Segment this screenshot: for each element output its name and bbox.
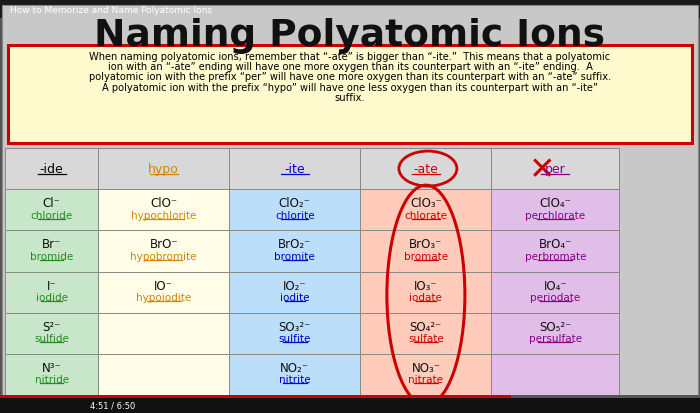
FancyBboxPatch shape [360,190,491,231]
Text: When naming polyatomic ions, remember that “-ate” is bigger than “-ite.”  This m: When naming polyatomic ions, remember th… [90,52,610,62]
FancyBboxPatch shape [491,149,619,190]
Text: -ate: -ate [414,163,438,176]
FancyBboxPatch shape [98,354,230,395]
Text: Br⁻: Br⁻ [42,238,62,251]
Text: NO₂⁻: NO₂⁻ [280,361,309,374]
Text: chlorite: chlorite [275,210,314,220]
FancyBboxPatch shape [0,395,700,398]
FancyBboxPatch shape [491,190,619,231]
Text: -ide: -ide [40,163,64,176]
Text: S²⁻: S²⁻ [43,320,61,333]
Text: sulfate: sulfate [408,333,444,344]
Text: ClO₄⁻: ClO₄⁻ [539,197,571,210]
Text: nitride: nitride [34,375,69,385]
FancyBboxPatch shape [0,395,511,398]
Text: Naming Polyatomic Ions: Naming Polyatomic Ions [94,18,606,54]
FancyBboxPatch shape [230,354,360,395]
FancyBboxPatch shape [230,149,360,190]
FancyBboxPatch shape [98,149,230,190]
Text: IO₃⁻: IO₃⁻ [414,279,438,292]
Text: BrO₄⁻: BrO₄⁻ [538,238,572,251]
FancyBboxPatch shape [491,272,619,313]
Text: iodate: iodate [410,292,442,302]
Text: perbromate: perbromate [524,251,586,261]
FancyBboxPatch shape [2,6,698,397]
Text: N³⁻: N³⁻ [42,361,62,374]
FancyBboxPatch shape [98,313,230,354]
FancyBboxPatch shape [5,313,98,354]
FancyBboxPatch shape [360,149,491,190]
Text: -ite: -ite [284,163,305,176]
FancyBboxPatch shape [360,231,491,272]
FancyBboxPatch shape [360,272,491,313]
Text: IO₂⁻: IO₂⁻ [283,279,307,292]
Text: hypo: hypo [148,163,179,176]
Text: SO₄²⁻: SO₄²⁻ [410,320,442,333]
FancyBboxPatch shape [491,354,619,395]
Text: chloride: chloride [31,210,73,220]
FancyBboxPatch shape [0,0,700,19]
Text: per: per [545,163,566,176]
FancyBboxPatch shape [98,190,230,231]
FancyBboxPatch shape [98,272,230,313]
FancyBboxPatch shape [230,272,360,313]
Text: hypoiodite: hypoiodite [136,292,191,302]
FancyBboxPatch shape [0,395,700,413]
Text: periodate: periodate [530,292,580,302]
FancyBboxPatch shape [230,231,360,272]
Text: SO₃²⁻: SO₃²⁻ [279,320,311,333]
Text: ion with an “-ate” ending will have one more oxygen than its counterpart with an: ion with an “-ate” ending will have one … [108,62,592,72]
Text: sulfide: sulfide [34,333,69,344]
FancyBboxPatch shape [5,354,98,395]
FancyBboxPatch shape [491,313,619,354]
Text: bromide: bromide [30,251,74,261]
Text: Cl⁻: Cl⁻ [43,197,60,210]
Text: SO₅²⁻: SO₅²⁻ [539,320,571,333]
FancyBboxPatch shape [230,190,360,231]
FancyBboxPatch shape [360,313,491,354]
FancyBboxPatch shape [360,354,491,395]
Text: sulfite: sulfite [279,333,311,344]
Text: bromite: bromite [274,251,315,261]
FancyBboxPatch shape [491,231,619,272]
FancyBboxPatch shape [98,231,230,272]
Text: BrO⁻: BrO⁻ [149,238,178,251]
Text: How to Memorize and Name Polyatomic Ions: How to Memorize and Name Polyatomic Ions [10,5,212,14]
FancyBboxPatch shape [8,46,692,144]
FancyBboxPatch shape [230,313,360,354]
Text: ClO₂⁻: ClO₂⁻ [279,197,311,210]
Text: BrO₃⁻: BrO₃⁻ [410,238,442,251]
Text: BrO₂⁻: BrO₂⁻ [278,238,312,251]
Text: 4:51 / 6:50: 4:51 / 6:50 [90,401,135,410]
FancyBboxPatch shape [5,149,98,190]
Text: perchlorate: perchlorate [525,210,585,220]
Text: A polyatomic ion with the prefix “hypo” will have one less oxygen than its count: A polyatomic ion with the prefix “hypo” … [102,83,598,93]
FancyBboxPatch shape [5,272,98,313]
Text: NO₃⁻: NO₃⁻ [412,361,440,374]
Text: iodite: iodite [280,292,309,302]
Text: hypochlorite: hypochlorite [131,210,197,220]
Text: ClO⁻: ClO⁻ [150,197,177,210]
Text: nitrate: nitrate [408,375,443,385]
Text: chlorate: chlorate [405,210,447,220]
FancyBboxPatch shape [5,231,98,272]
FancyBboxPatch shape [5,190,98,231]
Text: IO₄⁻: IO₄⁻ [543,279,567,292]
Text: polyatomic ion with the prefix “per” will have one more oxygen than its counterp: polyatomic ion with the prefix “per” wil… [89,72,611,82]
Text: persulfate: persulfate [528,333,582,344]
Text: bromate: bromate [404,251,448,261]
Text: suffix.: suffix. [335,93,365,103]
Text: iodide: iodide [36,292,68,302]
Text: IO⁻: IO⁻ [154,279,173,292]
Text: ClO₃⁻: ClO₃⁻ [410,197,442,210]
Text: nitrite: nitrite [279,375,311,385]
Text: hypobromite: hypobromite [130,251,197,261]
Text: I⁻: I⁻ [47,279,57,292]
